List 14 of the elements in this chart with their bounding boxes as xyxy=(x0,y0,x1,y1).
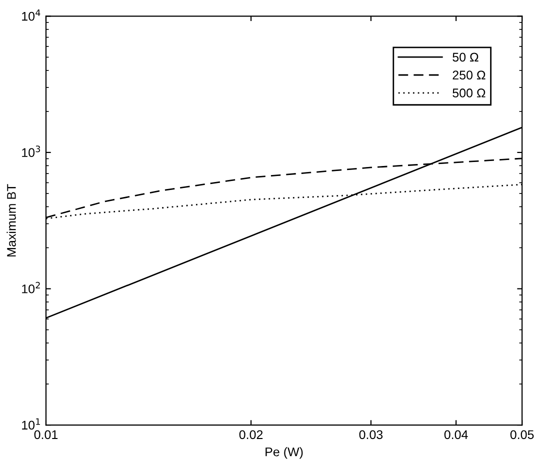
x-tick-label: 0.03 xyxy=(359,430,383,440)
y-tick-label: 10$^{3}$ xyxy=(22,146,40,158)
y-tick-label: 10$^{4}$ xyxy=(22,9,40,21)
x-tick-label: 0.04 xyxy=(444,430,468,440)
x-tick-label: 0.01 xyxy=(34,430,58,440)
x-tick-label: 0.02 xyxy=(239,430,263,440)
x-tick-label: 0.05 xyxy=(510,430,534,440)
x-axis-title: Pe (W) xyxy=(266,447,303,459)
y-tick-label: 10$^{1}$ xyxy=(22,418,40,430)
legend-label: 50 Ω xyxy=(452,52,478,62)
y-tick-label: 10$^{2}$ xyxy=(22,282,40,294)
legend-label: 250 Ω xyxy=(452,70,486,80)
y-axis-title: Maximum BT xyxy=(6,184,16,256)
legend-label: 500 Ω xyxy=(452,88,486,98)
